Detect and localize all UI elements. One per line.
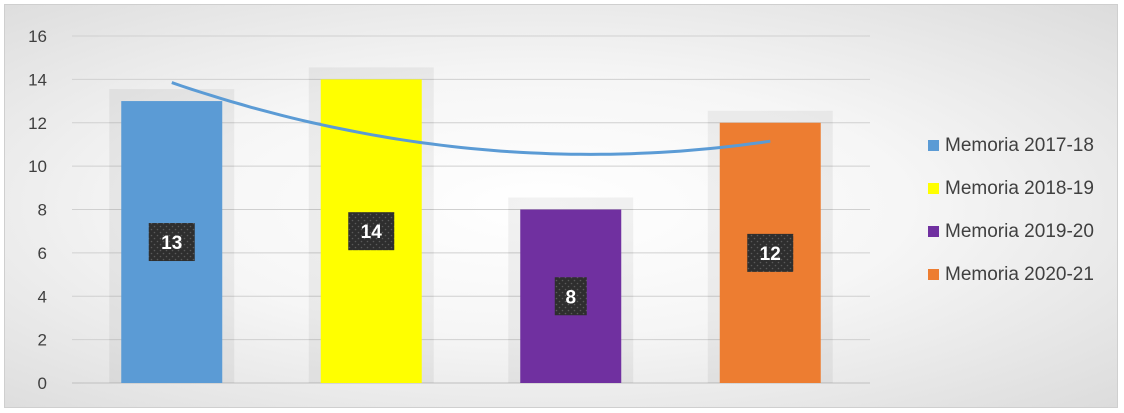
legend-swatch	[928, 269, 939, 280]
legend-item: Memoria 2017-18	[928, 130, 1094, 161]
legend-label: Memoria 2019-20	[945, 220, 1094, 242]
data-label: 14	[361, 222, 383, 243]
data-label: 12	[760, 244, 781, 265]
bars	[109, 67, 833, 383]
y-tick-label: 2	[38, 331, 47, 350]
data-labels: 13 14 8 12	[148, 212, 794, 316]
data-label: 13	[161, 233, 182, 254]
y-axis: 0 2 4 6 8 10 12 14 16	[28, 27, 47, 393]
data-label-box: 8	[554, 277, 587, 316]
y-tick-label: 14	[28, 70, 47, 89]
legend-swatch	[928, 226, 939, 237]
data-label: 8	[565, 287, 576, 308]
data-label-box: 14	[348, 212, 395, 251]
y-tick-label: 4	[38, 287, 47, 306]
y-tick-label: 8	[38, 201, 47, 220]
legend-label: Memoria 2020-21	[945, 263, 1094, 285]
y-tick-label: 6	[38, 244, 47, 263]
legend-item: Memoria 2020-21	[928, 259, 1094, 290]
y-tick-label: 10	[28, 157, 47, 176]
trendline	[171, 81, 771, 156]
legend-swatch	[928, 183, 939, 194]
y-tick-label: 12	[28, 114, 47, 133]
legend-label: Memoria 2018-19	[945, 177, 1094, 199]
y-tick-label: 16	[28, 27, 47, 46]
legend-item: Memoria 2018-19	[928, 173, 1094, 204]
data-label-box: 12	[747, 233, 794, 272]
legend-swatch	[928, 140, 939, 151]
legend: Memoria 2017-18 Memoria 2018-19 Memoria …	[928, 130, 1094, 302]
legend-label: Memoria 2017-18	[945, 134, 1094, 156]
legend-item: Memoria 2019-20	[928, 216, 1094, 247]
y-tick-label: 0	[38, 374, 47, 393]
data-label-box: 13	[148, 223, 195, 262]
